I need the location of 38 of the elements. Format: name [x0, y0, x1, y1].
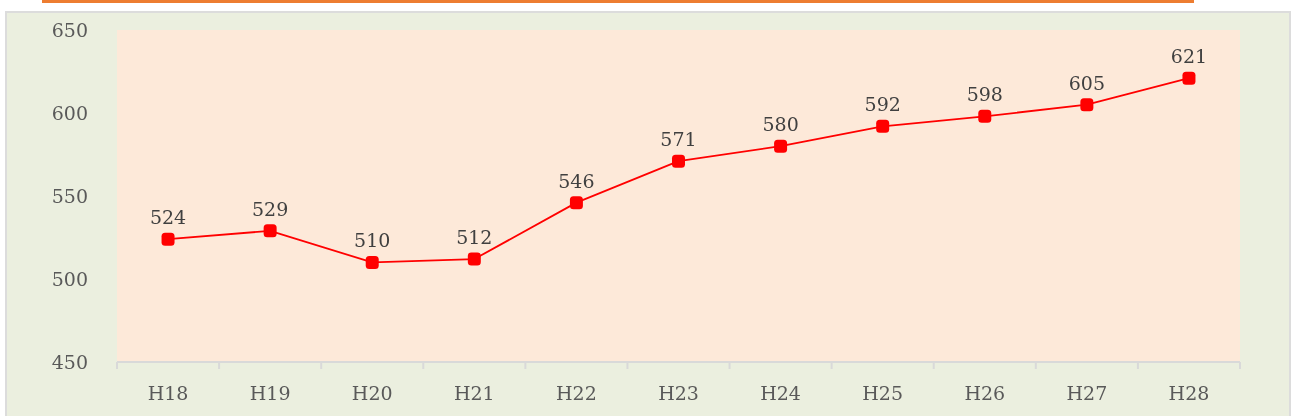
point [569, 196, 583, 210]
data-label: 546 [558, 169, 595, 192]
x-tick-label: H20 [351, 382, 393, 404]
data-label: 524 [149, 206, 187, 229]
point [672, 154, 685, 168]
point [365, 255, 379, 269]
y-tick-label: 450 [51, 350, 88, 373]
point [978, 109, 992, 123]
data-label: 512 [456, 226, 493, 249]
point [1182, 71, 1196, 85]
y-tick-label: 500 [51, 267, 88, 290]
data-label: 592 [864, 93, 901, 116]
x-tick-label: H19 [249, 382, 291, 404]
x-tick-label: H23 [658, 382, 699, 404]
data-label: 529 [252, 197, 289, 220]
y-tick-label: 550 [51, 184, 88, 207]
x-tick-label: H28 [1168, 382, 1210, 404]
point [774, 139, 788, 153]
x-tick-label: H24 [760, 382, 801, 404]
point [263, 224, 277, 238]
x-tick-label: H18 [147, 382, 189, 404]
data-label: 605 [1068, 71, 1105, 94]
data-label: 621 [1170, 45, 1208, 68]
x-tick-label: H22 [556, 382, 597, 404]
x-tick-label: H21 [453, 382, 495, 404]
x-tick-label: H26 [964, 382, 1006, 404]
x-tick-label: H27 [1066, 382, 1108, 404]
data-label: 510 [354, 229, 391, 252]
y-tick-label: 600 [51, 101, 88, 124]
data-label: 598 [966, 83, 1003, 106]
y-tick-label: 650 [51, 18, 88, 41]
point [161, 232, 175, 246]
x-tick-label: H25 [862, 382, 904, 404]
data-label: 571 [660, 128, 697, 151]
data-label: 580 [762, 113, 799, 136]
point [467, 252, 481, 266]
point [1080, 98, 1094, 112]
point [876, 119, 890, 133]
